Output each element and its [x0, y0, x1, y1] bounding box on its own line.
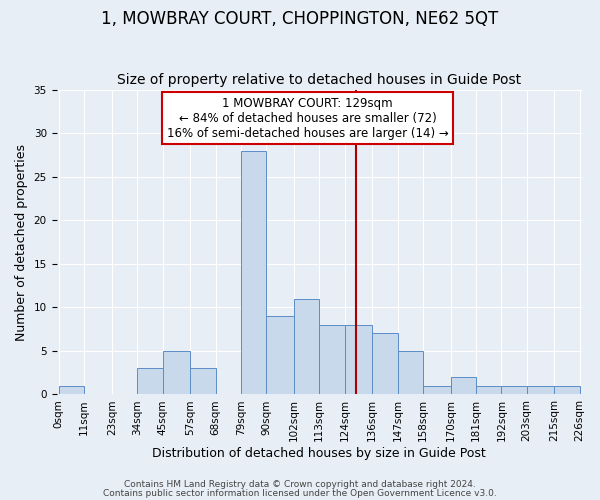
Bar: [423, 386, 451, 394]
Bar: [294, 298, 319, 394]
Bar: [344, 325, 372, 394]
Y-axis label: Number of detached properties: Number of detached properties: [15, 144, 28, 340]
Title: Size of property relative to detached houses in Guide Post: Size of property relative to detached ho…: [117, 73, 521, 87]
Text: Contains HM Land Registry data © Crown copyright and database right 2024.: Contains HM Land Registry data © Crown c…: [124, 480, 476, 489]
Text: Contains public sector information licensed under the Open Government Licence v3: Contains public sector information licen…: [103, 488, 497, 498]
X-axis label: Distribution of detached houses by size in Guide Post: Distribution of detached houses by size …: [152, 447, 486, 460]
Bar: [554, 386, 580, 394]
Bar: [527, 386, 554, 394]
Bar: [451, 377, 476, 394]
Bar: [372, 334, 398, 394]
Text: 1, MOWBRAY COURT, CHOPPINGTON, NE62 5QT: 1, MOWBRAY COURT, CHOPPINGTON, NE62 5QT: [101, 10, 499, 28]
Bar: [502, 386, 527, 394]
Bar: [319, 325, 344, 394]
Bar: [190, 368, 215, 394]
Bar: [266, 316, 294, 394]
Bar: [241, 150, 266, 394]
Bar: [476, 386, 502, 394]
Bar: [59, 386, 84, 394]
Bar: [137, 368, 163, 394]
Text: 1 MOWBRAY COURT: 129sqm
← 84% of detached houses are smaller (72)
16% of semi-de: 1 MOWBRAY COURT: 129sqm ← 84% of detache…: [167, 96, 449, 140]
Bar: [398, 351, 423, 395]
Bar: [163, 351, 190, 395]
